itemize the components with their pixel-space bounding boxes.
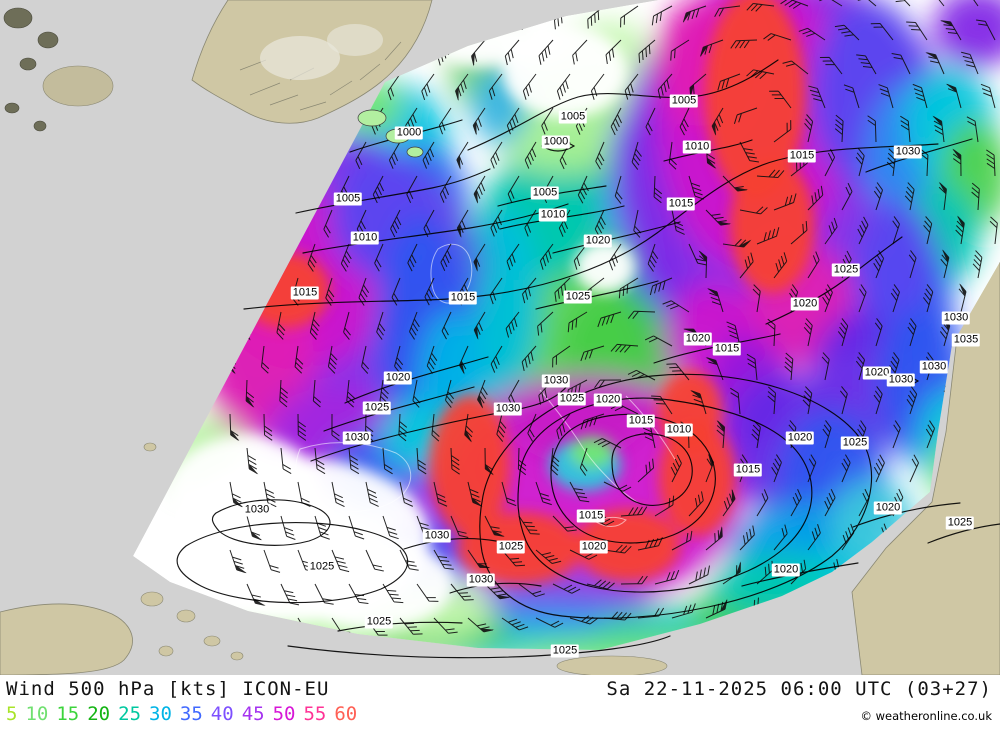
legend-value: 55 <box>303 703 327 725</box>
map-svg <box>0 0 1000 675</box>
footer: Wind 500 hPa [kts] ICON-EU Sa 22-11-2025… <box>0 675 1000 733</box>
legend-value: 15 <box>56 703 80 725</box>
legend-value: 5 <box>6 703 18 725</box>
wind-speed-cores <box>170 0 814 630</box>
wind-speed-legend: 5 10 15 20 25 30 35 40 45 50 55 60 <box>6 703 365 725</box>
coastlines <box>295 243 677 527</box>
weather-map: 1005 1015 1030 1010 1005 1000 1000 1005 1010 1005… <box>0 0 1000 675</box>
legend-value: 60 <box>334 703 358 725</box>
legend-value: 25 <box>118 703 142 725</box>
legend-value: 35 <box>179 703 203 725</box>
legend-value: 45 <box>241 703 265 725</box>
legend-value: 10 <box>25 703 49 725</box>
legend-value: 50 <box>272 703 296 725</box>
copyright: © weatheronline.co.uk <box>860 709 992 723</box>
legend-value: 40 <box>210 703 234 725</box>
isobar-contours <box>176 59 1000 659</box>
snow-patch <box>327 24 383 56</box>
islands-topleft <box>3 7 59 132</box>
legend-value: 20 <box>87 703 111 725</box>
island <box>42 65 114 107</box>
land-africa-east <box>851 241 1000 675</box>
snow-patch <box>260 36 340 80</box>
valid-datetime: Sa 22-11-2025 06:00 UTC (03+27) <box>606 678 992 700</box>
land-africa-west <box>0 603 133 675</box>
legend-value: 30 <box>149 703 172 725</box>
product-title: Wind 500 hPa [kts] ICON-EU <box>6 678 330 700</box>
islands-bottomleft <box>140 442 668 675</box>
land-layer <box>0 0 1000 675</box>
